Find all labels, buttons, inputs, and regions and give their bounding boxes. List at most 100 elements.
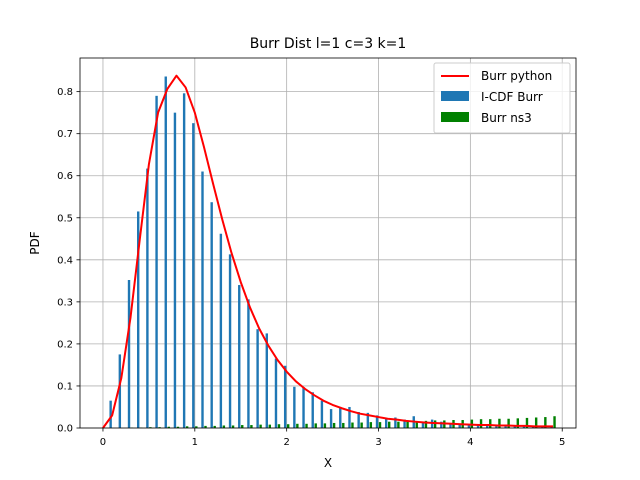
axes-frame: [79, 57, 577, 429]
bar-icdf-burr: [210, 202, 213, 428]
bar-icdf-burr: [385, 418, 388, 428]
bar-icdf-burr: [137, 211, 140, 428]
bar-icdf-burr: [118, 354, 122, 428]
bar-burr-ns3: [424, 420, 428, 428]
y-tick-label: 0.6: [57, 171, 73, 182]
ticks: 0 1 2 3 4 5 0.0 0.1 0.2 0.3 0.4 0.5 0.6 0.7 0.8: [57, 87, 565, 448]
bar-burr-ns3: [250, 425, 253, 428]
y-axis-label: PDF: [28, 231, 42, 254]
legend-label-burr-ns3: Burr ns3: [481, 111, 532, 125]
bar-burr-ns3: [185, 426, 189, 428]
bar-burr-ns3: [286, 424, 290, 428]
x-tick-label: 0: [100, 437, 106, 448]
bar-burr-ns3: [489, 419, 492, 428]
bar-burr-ns3: [369, 422, 373, 428]
bar-burr-ns3: [296, 423, 299, 428]
bar-icdf-burr: [550, 426, 553, 428]
chart-title: Burr Dist l=1 c=3 k=1: [250, 36, 407, 52]
bar-burr-ns3: [204, 425, 207, 428]
grid: [80, 58, 576, 429]
bar-icdf-burr: [293, 386, 296, 428]
bar-burr-ns3: [544, 417, 547, 428]
line-series: [102, 74, 554, 429]
bar-burr-ns3: [323, 423, 327, 428]
legend-bar-swatch-ns3: [441, 112, 469, 122]
y-tick-label: 0.1: [57, 381, 73, 392]
bar-icdf-burr: [219, 233, 223, 428]
bar-icdf-burr: [173, 112, 177, 428]
bar-burr-ns3: [516, 418, 519, 428]
bar-icdf-burr: [476, 425, 480, 428]
bar-icdf-burr: [421, 421, 425, 428]
bar-icdf-burr: [339, 406, 342, 428]
bar-icdf-burr: [357, 412, 360, 428]
bar-burr-ns3: [259, 424, 262, 428]
bar-icdf-burr: [440, 421, 443, 428]
bar-burr-ns3: [498, 418, 501, 428]
bar-burr-ns3: [332, 422, 336, 428]
legend-label-icdf-burr: I-CDF Burr: [481, 90, 543, 104]
bar-icdf-burr: [201, 171, 204, 429]
y-tick-label: 0.0: [57, 424, 73, 435]
bar-icdf-burr: [182, 93, 186, 429]
bar-icdf-burr: [238, 285, 241, 428]
bar-burr-ns3: [167, 426, 170, 428]
bar-icdf-burr: [513, 425, 516, 428]
bar-burr-ns3: [479, 419, 483, 428]
y-tick-label: 0.2: [57, 339, 73, 350]
legend-label-burr-python: Burr python: [481, 69, 552, 83]
bar-burr-ns3: [433, 420, 437, 428]
bar-icdf-burr: [348, 406, 351, 428]
bar-burr-ns3: [397, 421, 400, 428]
bar-burr-ns3: [360, 422, 363, 428]
y-tick-label: 0.7: [57, 129, 73, 140]
bar-icdf-burr: [109, 400, 112, 428]
line-burr-python: [102, 74, 554, 429]
bar-burr-ns3: [378, 422, 382, 428]
bar-icdf-burr: [155, 95, 158, 428]
bar-burr-ns3: [534, 417, 538, 428]
bar-burr-ns3: [415, 421, 418, 428]
bar-icdf-burr: [311, 392, 314, 428]
bar-icdf-burr: [403, 419, 406, 428]
bar-burr-ns3: [553, 416, 556, 428]
bar-burr-ns3: [176, 426, 180, 428]
bar-burr-ns3: [351, 422, 354, 428]
bar-icdf-burr: [522, 426, 526, 428]
bar-icdf-burr: [247, 299, 250, 428]
legend: Burr python I-CDF Burr Burr ns3: [433, 62, 571, 134]
legend-bar-swatch-icdf: [441, 91, 469, 101]
bar-burr-ns3: [314, 423, 317, 428]
x-tick-label: 1: [192, 437, 198, 448]
x-tick-label: 5: [559, 437, 565, 448]
bar-icdf-burr: [495, 425, 498, 428]
x-axis-label: X: [324, 456, 332, 470]
bar-burr-ns3: [342, 422, 345, 428]
x-tick-label: 3: [375, 437, 381, 448]
bar-burr-ns3: [268, 424, 271, 428]
bar-icdf-burr: [320, 400, 324, 428]
x-tick-label: 2: [283, 437, 289, 448]
bar-burr-ns3: [277, 424, 281, 428]
bar-icdf-burr: [449, 423, 452, 428]
bar-icdf-burr: [366, 412, 370, 428]
bar-icdf-burr: [256, 329, 259, 428]
bar-icdf-burr: [302, 387, 305, 428]
bar-icdf-burr: [127, 280, 131, 428]
bar-burr-ns3: [388, 421, 391, 428]
bar-burr-ns3: [525, 417, 529, 428]
bar-icdf-burr: [486, 424, 489, 428]
x-tick-label: 4: [467, 437, 473, 448]
y-tick-label: 0.4: [57, 255, 73, 266]
bar-icdf-burr: [146, 168, 149, 429]
y-tick-label: 0.5: [57, 213, 73, 224]
bar-burr-ns3: [195, 426, 198, 428]
bar-icdf-burr: [274, 358, 278, 428]
bar-icdf-burr: [394, 417, 397, 428]
bar-burr-ns3: [406, 421, 409, 428]
bar-icdf-burr: [265, 333, 268, 428]
bar-icdf-burr: [164, 76, 167, 428]
bar-burr-ns3: [158, 427, 161, 428]
bar-burr-ns3: [213, 425, 216, 428]
